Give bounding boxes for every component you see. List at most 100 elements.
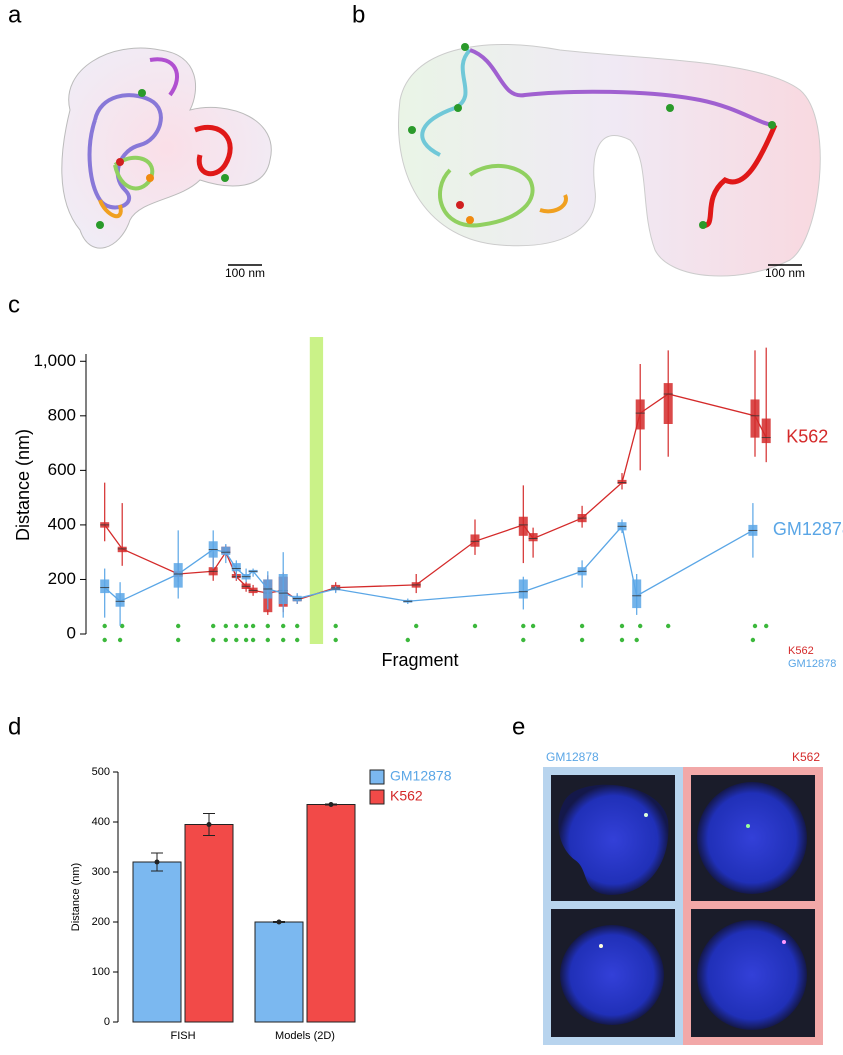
panel-label: b: [352, 1, 365, 28]
y-tick-label: 400: [92, 816, 110, 828]
track-label: K562: [788, 645, 814, 657]
box: [617, 479, 627, 484]
image-label: GM12878: [546, 750, 599, 764]
legend-swatch: [369, 789, 385, 805]
y-tick-label: 200: [92, 916, 110, 928]
box: [632, 579, 642, 609]
structure-a: 100 nm: [61, 47, 272, 280]
fragment-dot: [638, 623, 643, 629]
fragment-dot: [414, 623, 419, 629]
fragment-dot: [521, 623, 526, 629]
series-end-label: K562: [786, 426, 828, 446]
highlight-band: [309, 337, 324, 644]
mean-dot: [328, 802, 334, 807]
structure-b: 100 nm: [398, 43, 821, 280]
panel-label: a: [8, 1, 22, 28]
fragment-dot: [281, 623, 286, 629]
fragment-dot: [102, 623, 107, 629]
fragment-dot: [530, 623, 536, 629]
fragment-dot: [666, 623, 671, 629]
y-tick-label: 500: [92, 766, 110, 778]
fragment-dot: [265, 637, 270, 643]
y-tick-label: 100: [92, 966, 110, 978]
box: [761, 418, 771, 444]
series-line: [104, 393, 767, 601]
x-tick-label: FISH: [170, 1030, 195, 1042]
fragment-dot: [472, 623, 478, 629]
bar: [254, 921, 304, 1023]
y-tick-label: 0: [104, 1016, 110, 1028]
fragment-dot: [295, 637, 300, 643]
box: [470, 534, 480, 547]
fragment-dot: [120, 623, 125, 629]
scale-bar-label: 100 nm: [225, 266, 265, 280]
fragment-dot: [333, 637, 338, 643]
fragment-dot: [750, 637, 756, 643]
fragment-dot: [619, 637, 625, 643]
box: [518, 516, 528, 536]
fragment-dot: [295, 623, 300, 629]
y-tick-label: 600: [48, 460, 76, 479]
y-tick-label: 400: [48, 514, 76, 533]
fragment-dot: [211, 637, 216, 643]
box: [278, 574, 288, 604]
mean-dot: [276, 919, 282, 925]
y-tick-label: 300: [92, 866, 110, 878]
fragment-dot: [234, 623, 239, 629]
mean-dot: [206, 822, 212, 827]
fragment-dot: [405, 637, 410, 643]
track-label: GM12878: [788, 658, 836, 670]
y-tick-label: 200: [48, 569, 76, 588]
box: [635, 399, 645, 430]
box: [117, 546, 127, 553]
fragment-dot: [281, 637, 286, 643]
bar: [184, 824, 234, 1023]
box: [518, 579, 528, 599]
fragment-dot: [764, 623, 769, 629]
fragment-dot: [579, 637, 585, 643]
box: [750, 399, 760, 438]
box: [663, 383, 673, 424]
panel-label: e: [512, 713, 525, 740]
fragment-dot: [102, 637, 107, 643]
y-tick-label: 800: [48, 405, 76, 424]
bar: [306, 804, 356, 1023]
fragment-dot: [333, 623, 338, 629]
y-axis-label: Distance (nm): [70, 863, 82, 931]
y-tick-label: 1,000: [33, 351, 76, 370]
fragment-dot: [243, 623, 249, 629]
fragment-dot: [223, 623, 228, 629]
fragment-dot: [250, 637, 256, 643]
y-tick-label: 0: [67, 623, 76, 642]
series-line: [104, 524, 754, 603]
fragment-dot: [211, 623, 216, 629]
panel-label: c: [8, 291, 20, 318]
legend-swatch: [369, 769, 385, 785]
legend-label: K562: [390, 788, 423, 804]
legend-label: GM12878: [390, 768, 452, 784]
panel-label: d: [8, 713, 21, 740]
scale-bar-label: 100 nm: [765, 266, 805, 280]
fragment-dot: [176, 637, 181, 643]
box: [173, 563, 183, 588]
fragment-dot: [634, 637, 639, 643]
fragment-dot: [579, 623, 585, 629]
box: [528, 533, 538, 542]
box: [221, 546, 231, 555]
fragment-dot: [117, 637, 123, 643]
x-tick-label: Models (2D): [275, 1030, 335, 1042]
fragment-dot: [250, 623, 256, 629]
box: [100, 579, 110, 594]
box: [231, 563, 241, 572]
fragment-dot: [265, 623, 270, 629]
series-end-label: GM12878: [773, 519, 843, 539]
microscopy: GM12878 K562: [543, 750, 823, 1045]
x-axis-label: Fragment: [381, 650, 458, 670]
fragment-dot: [176, 623, 181, 629]
fragment-dot: [223, 637, 228, 643]
box: [115, 593, 125, 607]
fragment-dot: [619, 623, 625, 629]
fragment-dot: [752, 623, 758, 629]
fragment-dot: [521, 637, 526, 643]
